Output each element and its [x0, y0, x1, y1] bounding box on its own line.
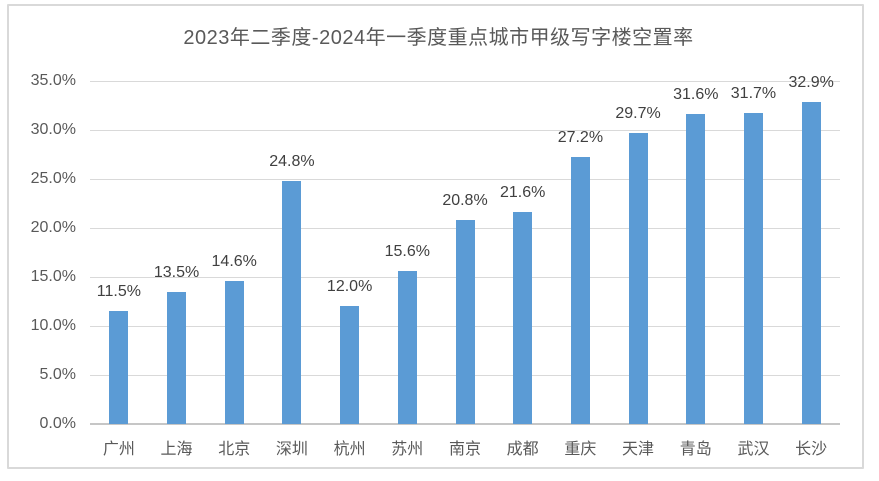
x-axis-category-label: 苏州 — [391, 441, 424, 458]
x-axis-category-label: 长沙 — [795, 441, 828, 458]
x-axis-category-label: 天津 — [622, 441, 655, 458]
data-label: 21.6% — [500, 184, 546, 202]
x-axis-category-label: 成都 — [506, 441, 539, 458]
gridline — [90, 81, 840, 82]
x-axis-category-label: 广州 — [102, 441, 135, 458]
bar-天津 — [628, 132, 648, 424]
x-axis-category-label: 重庆 — [564, 441, 597, 458]
y-axis-tick-label: 15.0% — [30, 268, 76, 285]
bar-重庆 — [570, 157, 590, 424]
data-label: 20.8% — [442, 192, 488, 210]
y-axis-tick-label: 20.0% — [30, 219, 76, 236]
y-axis-tick-label: 5.0% — [39, 366, 76, 383]
x-axis-category-label: 南京 — [448, 441, 481, 458]
data-label: 32.9% — [788, 73, 834, 91]
bar-南京 — [455, 220, 475, 424]
data-label: 12.0% — [326, 278, 373, 296]
data-label: 31.6% — [673, 86, 719, 104]
bar-广州 — [109, 311, 129, 424]
data-label: 29.7% — [615, 104, 661, 122]
x-axis-category-label: 杭州 — [333, 441, 366, 458]
chart-title: 2023年二季度-2024年一季度重点城市甲级写字楼空置率 — [183, 27, 694, 49]
data-label: 27.2% — [557, 129, 604, 147]
gridline — [90, 179, 840, 180]
bar-长沙 — [801, 101, 821, 424]
bar-杭州 — [340, 306, 360, 424]
y-axis-tick-label: 25.0% — [30, 170, 76, 187]
bar-青岛 — [686, 114, 706, 424]
bar-武汉 — [743, 113, 763, 424]
x-axis-category-label: 深圳 — [275, 441, 308, 458]
data-label: 13.5% — [153, 263, 200, 281]
data-label: 15.6% — [384, 243, 430, 261]
bar-上海 — [167, 291, 187, 424]
data-label: 31.7% — [730, 85, 777, 103]
y-axis-tick-label: 10.0% — [30, 317, 76, 334]
gridline — [90, 130, 840, 131]
x-axis-category-label: 武汉 — [737, 441, 770, 458]
y-axis-tick-label: 35.0% — [30, 72, 76, 89]
x-axis-category-label: 青岛 — [679, 441, 712, 458]
x-axis-line — [90, 423, 840, 425]
bar-苏州 — [397, 271, 417, 424]
x-axis-category-label: 上海 — [160, 441, 193, 458]
bar-北京 — [224, 280, 244, 424]
plot-area: 0.0% 5.0% 10.0% 15.0% 20.0% 25.0% 30.0% 35.0% 11… — [31, 72, 840, 458]
data-label: 14.6% — [211, 252, 257, 270]
data-label: 24.8% — [269, 152, 315, 170]
y-axis-tick-label: 30.0% — [30, 121, 76, 138]
bar-成都 — [513, 212, 533, 424]
x-axis-category-label: 北京 — [218, 441, 251, 458]
bar-深圳 — [282, 180, 302, 424]
y-axis-tick-label: 0.0% — [39, 415, 76, 432]
data-label: 11.5% — [96, 283, 141, 301]
